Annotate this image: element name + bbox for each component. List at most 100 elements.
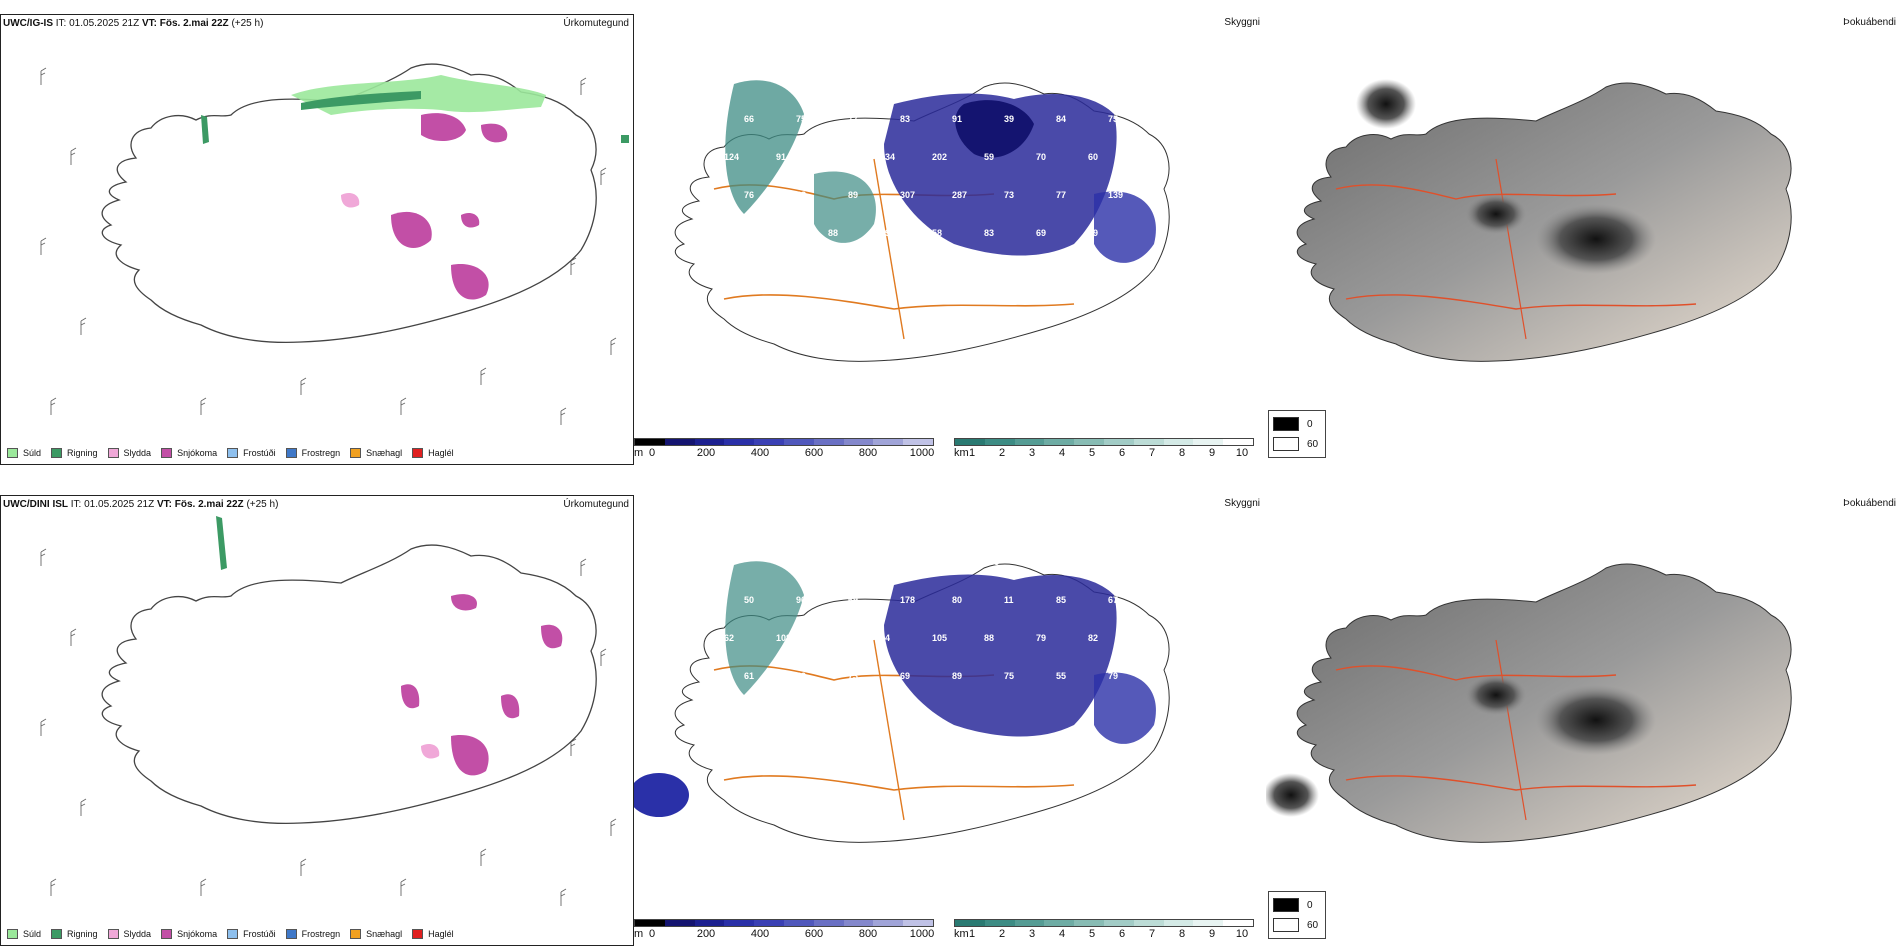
precip-legend: Súld Rigning Slydda Snjókoma Frostúði Frostre… [7,444,464,462]
visibility-value-label: 75 [1004,671,1014,681]
colorbar-segment [694,439,725,445]
fog-legend-item: 60 [1273,915,1321,935]
visibility-value-label: 73 [1004,190,1014,200]
colorbar-tick-label: 200 [696,447,716,459]
visibility-panel-row2: 79 20 90 73 105 103 256 97 50 96 69 178 80 11 85 67 62 10… [634,495,1266,946]
panel-title: UWC/DINI ISL IT: 01.05.2025 21Z VT: Fös.… [3,499,279,510]
distance-unit: km [954,447,969,459]
colorbar-segment [1074,920,1104,926]
visibility-value-label: 77 [1056,190,1066,200]
colorbar-segment [635,920,665,926]
legend-swatch [285,448,297,458]
visibility-value-label: 20 [776,557,786,567]
colorbar-segment [754,439,784,445]
panel-name: Þokuábendi [1843,17,1896,28]
legend-swatch [350,929,362,939]
legend-label: Snjókoma [177,929,218,939]
precip-legend-item: Rigning [51,448,98,458]
legend-swatch [1273,898,1299,912]
precip-legend-item: Frostregn [285,448,341,458]
colorbar-tick-label: 200 [696,928,716,940]
legend-label: Slydda [123,929,152,939]
visibility-value-label: 60 [1088,152,1098,162]
panel-name: Úrkomutegund [563,499,629,510]
visibility-value-label: 99 [880,228,890,238]
visibility-value-label: 58 [932,228,942,238]
precip-legend-item: Haglél [412,448,454,458]
visibility-value-label: 68 [984,76,994,86]
legend-label: Frostúði [243,929,276,939]
height-unit: m [634,928,644,940]
colorbar-tick-label: 3 [1028,928,1036,940]
visibility-value-label: 66 [744,114,754,124]
legend-swatch [1273,437,1299,451]
legend-label: Snjókoma [177,448,218,458]
colorbar-tick-label: 8 [1178,447,1186,459]
legend-swatch [412,929,424,939]
panel-title: UWC/IG-IS IT: 01.05.2025 21Z VT: Fös. 2.… [3,18,264,29]
legend-label: 0 [1307,418,1313,430]
offshore-visibility-area [634,773,689,817]
height-unit: m [634,447,644,459]
colorbar-tick-label: 5 [1088,928,1096,940]
colorbar-tick-label: 9 [1208,447,1216,459]
colorbar-tick-label: 10 [1235,447,1249,459]
legend-label: Frostregn [301,448,341,458]
colorbar-segment [843,439,874,445]
colorbar-segment [724,439,755,445]
colorbar-segment [813,920,844,926]
visibility-value-label: 68 [724,228,734,238]
visibility-value-label: 124 [724,152,739,162]
legend-swatch [1273,417,1299,431]
visibility-value-label: 70 [1036,152,1046,162]
visibility-value-label: 83 [796,190,806,200]
colorbar-tick-label: 1000 [909,447,935,459]
colorbar-segment [664,439,695,445]
colorbar-tick-label: 600 [804,928,824,940]
colorbar-segment [955,439,985,445]
visibility-value-label: 66 [932,76,942,86]
colorbar-segment [873,920,904,926]
fog-map-row1 [1296,79,1792,362]
visibility-areas [634,561,1156,817]
visibility-value-label: 43 [796,266,806,276]
precip-legend-item: Súld [7,448,41,458]
colorbar-tick-label: 2 [998,447,1006,459]
legend-label: 0 [1307,899,1313,911]
colorbar-tick-label: 400 [750,447,770,459]
colorbar-segment [903,920,933,926]
visibility-map-row2: 79 20 90 73 105 103 256 97 50 96 69 178 80 11 85 67 62 10… [634,557,1170,843]
visibility-map-row1: 27 162 204 98 66 68 62 59 66 75 77 83 91 39 84 75 124 91 8… [674,76,1170,362]
precip-legend-item: Snjókoma [161,448,217,458]
visibility-value-label: 98 [880,76,890,86]
colorbar-tick-label: 6 [1118,447,1126,459]
visibility-value-label: 79 [724,557,734,567]
colorbar-tick-label: 8 [1178,928,1186,940]
colorbar-segment [1103,920,1134,926]
visibility-value-label: 73 [848,671,858,681]
fog-legend: 0 60 [1268,410,1326,458]
precip-legend-item: Haglél [412,929,454,939]
colorbar-segment [843,920,874,926]
visibility-value-label: 76 [744,190,754,200]
panel-name: Úrkomutegund [563,18,629,29]
precip-legend-item: Snjókoma [161,929,217,939]
visibility-value-label: 67 [1108,595,1118,605]
visibility-value-label: 59 [984,152,994,162]
visibility-value-label: 88 [984,633,994,643]
legend-label: 60 [1307,919,1319,931]
colorbar-segment [1103,439,1134,445]
legend-swatch [7,929,18,939]
colorbar-tick-label: 4 [1058,447,1066,459]
visibility-value-label: 178 [900,595,915,605]
colorbar-tick-label: 4 [1058,928,1066,940]
colorbar-tick-label: 2 [998,928,1006,940]
visibility-value-labels: 79 20 90 73 105 103 256 97 50 96 69 178 80 11 85 67 62 10… [724,557,1118,681]
colorbar-tick-label: 1 [968,928,976,940]
fog-panel-row1: Þokuábendi 0 60 [1266,14,1900,465]
colorbar-tick-label: 5 [1088,447,1096,459]
visibility-areas [725,80,1156,263]
visibility-value-label: 91 [776,152,786,162]
height-colorbar: m 0 200 400 600 800 1000 [634,919,934,941]
height-colorbar: m 0 200 400 600 800 1000 [634,438,934,460]
